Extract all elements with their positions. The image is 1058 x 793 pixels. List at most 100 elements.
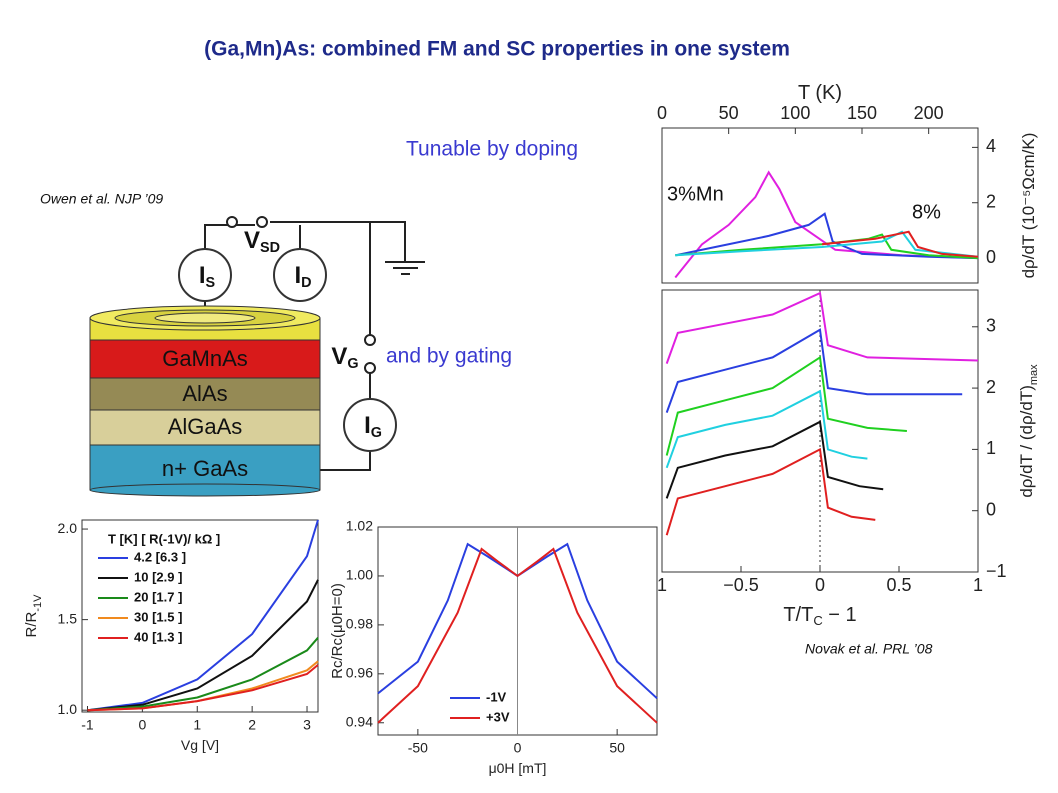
x-axis-label-tail: − 1: [823, 604, 857, 626]
symbol: VSD: [244, 227, 280, 255]
y-tick-label: 1: [986, 438, 996, 458]
x-axis-label: Vg [V]: [181, 737, 219, 753]
series-line: [665, 420, 884, 499]
series-line: [675, 212, 979, 260]
x-tick-label: 3: [303, 717, 311, 733]
y-tick-label: 0: [986, 247, 996, 267]
y-tick-label: 1.00: [346, 567, 373, 583]
legend-title: T [K] [ R(-1V)/ kΩ ]: [108, 531, 220, 546]
symbol-sub: G: [347, 356, 358, 372]
wires: [204, 216, 425, 471]
x-tick-label: 50: [609, 740, 625, 756]
series-line: [665, 355, 907, 456]
symbol-sub: SD: [260, 240, 280, 256]
x-axis-label-main: T (K): [798, 82, 842, 104]
x-tick-label: 150: [847, 103, 877, 123]
chart: -1 0 1 2 3 1.0 1.5 2.0 4.2 [6.3 ] 10 [2.9 ] 20 [1.…: [23, 519, 319, 753]
y-tick-label: 4: [986, 136, 996, 156]
y-tick-label: 0.98: [346, 616, 373, 632]
legend-label: +3V: [486, 709, 510, 724]
y-axis-label-sub: -1V: [32, 594, 44, 612]
x-tick-label: 2: [248, 717, 256, 733]
series-line: [665, 447, 876, 536]
y-axis-label: dρ/dT / (dρ/dT)max: [1017, 364, 1039, 498]
legend-label: 20 [1.7 ]: [134, 589, 182, 604]
x-tick-label: 50: [719, 103, 739, 123]
symbol-main: I: [199, 262, 206, 289]
note: Tunable by doping: [406, 138, 578, 161]
device: [89, 216, 425, 497]
legend-label: -1V: [486, 689, 507, 704]
chart: 0 50 100 150 200 0 2 4 3%Mn 8% T (K) dρ/dT (10⁻⁵Ωcm…: [657, 82, 1038, 284]
y-tick-label: 0: [986, 499, 996, 519]
x-axis-label: μ0H [mT]: [489, 760, 547, 776]
x-tick-label: 200: [914, 103, 944, 123]
y-tick-label: 3: [986, 316, 996, 336]
x-tick-label: 1: [657, 575, 667, 595]
legend-label: 10 [2.9 ]: [134, 569, 182, 584]
y-tick-label: 0.94: [346, 713, 373, 729]
y-tick-label: 1.02: [346, 518, 373, 534]
series-line: [87, 579, 319, 712]
layer-label: n+ GaAs: [162, 456, 248, 481]
x-axis-label-main: Vg [V]: [181, 737, 219, 753]
y-axis-label-main: dρ/dT / (dρ/dT): [1017, 385, 1036, 498]
legend-label: 40 [1.3 ]: [134, 629, 182, 644]
x-tick-label: 0.5: [886, 575, 911, 595]
y-axis-label-sub: max: [1028, 364, 1040, 385]
symbol-main: V: [244, 227, 260, 254]
symbol: VG: [331, 343, 358, 371]
symbol-main: I: [364, 412, 371, 439]
y-tick-label: −1: [986, 561, 1007, 581]
series-line: [665, 389, 868, 469]
x-axis-label-sub: C: [813, 613, 822, 628]
series-line: [821, 230, 979, 258]
x-tick-label: 0: [657, 103, 667, 123]
x-tick-label: 1: [193, 717, 201, 733]
x-tick-label: −0.5: [723, 575, 759, 595]
x-tick-label: -1: [81, 717, 94, 733]
x-tick-label: 0: [815, 575, 825, 595]
series-line: [665, 328, 963, 413]
y-tick-label: 1.0: [58, 701, 78, 717]
y-tick-label: 2.0: [58, 520, 78, 536]
symbol-sub: G: [371, 425, 382, 441]
layer-label: AlAs: [182, 381, 227, 406]
legend-label: 30 [1.5 ]: [134, 609, 182, 624]
series-line: [675, 233, 979, 260]
x-axis-label: T (K): [798, 82, 842, 104]
plot-frame: [81, 519, 319, 713]
legend-label: 4.2 [6.3 ]: [134, 549, 186, 564]
x-axis-label-main: T/T: [783, 604, 813, 626]
y-tick-label: 0.96: [346, 665, 373, 681]
title: (Ga,Mn)As: combined FM and SC properties…: [204, 38, 790, 61]
series-line: [674, 170, 979, 279]
series-line: [87, 519, 319, 712]
citation: Owen et al. NJP ’09: [40, 191, 163, 207]
y-axis-label: R/R-1V: [23, 594, 44, 638]
layer-label: GaMnAs: [162, 346, 248, 371]
x-tick-label: 0: [514, 740, 522, 756]
symbol: IS: [199, 262, 216, 290]
annotation: 8%: [912, 201, 941, 223]
x-tick-label: 1: [973, 575, 983, 595]
x-tick-label: 0: [138, 717, 146, 733]
y-axis-label-main: Rc/Rc(μ0H=0): [329, 583, 346, 679]
note: and by gating: [386, 345, 512, 368]
y-axis-label-main: R/R: [23, 611, 40, 637]
y-tick-label: 2: [986, 191, 996, 211]
series-line: [87, 637, 319, 712]
series-line: [675, 230, 979, 258]
chart: -50 0 50 0.94 0.96 0.98 1.00 1.02 -1V +3V μ0H [mT]…: [329, 518, 658, 776]
x-axis-label: T/TC − 1: [783, 604, 856, 628]
citation: Novak et al. PRL ’08: [805, 641, 933, 657]
symbol-main: V: [331, 343, 347, 370]
symbol-sub: D: [301, 275, 311, 291]
symbol: ID: [294, 262, 311, 290]
y-axis-label-main: dρ/dT (10⁻⁵Ωcm/K): [1019, 133, 1038, 279]
symbol-sub: S: [206, 275, 216, 291]
x-axis-label-main: μ0H [mT]: [489, 760, 547, 776]
symbol-main: I: [294, 262, 301, 289]
series-line: [87, 664, 319, 712]
